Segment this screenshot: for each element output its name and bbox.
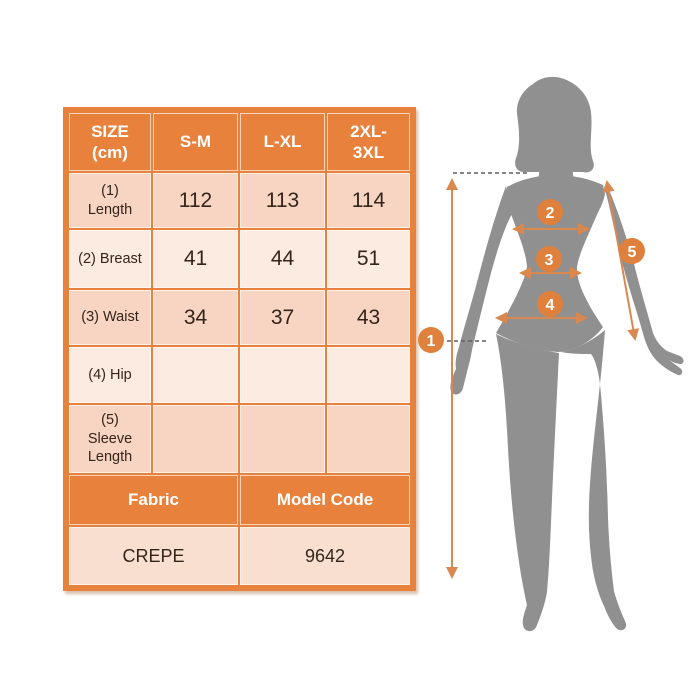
row-hip-value-sm: [153, 347, 238, 403]
badge-5-number: 5: [628, 244, 637, 261]
fabric-header-cell: Fabric: [69, 475, 238, 525]
row-waist-label: (3) Waist: [69, 290, 151, 345]
row-waist-value-lxl: 37: [240, 290, 325, 345]
table-row-hip: (4) Hip: [69, 347, 410, 403]
table-row-breast: (2) Breast 41 44 51: [69, 230, 410, 288]
badge-3-number: 3: [545, 252, 554, 269]
silhouette-left-arm: [450, 186, 513, 395]
silhouette-right-arm: [604, 186, 684, 376]
badge-1-number: 1: [427, 333, 436, 350]
model-code-value-cell: 9642: [240, 527, 410, 585]
badge-3-circle: [536, 246, 562, 272]
row-waist-value-sm: 34: [153, 290, 238, 345]
measurement-badges: 1 2 3 4 5: [418, 199, 645, 353]
header-cell-l-xl: L-XL: [240, 113, 325, 171]
badge-2-circle: [537, 199, 563, 225]
woman-silhouette: [450, 76, 684, 632]
row-length-value-sm: 112: [153, 173, 238, 228]
table-footer-header-row: Fabric Model Code: [69, 475, 410, 525]
sleeve-measure-arrow: [602, 180, 640, 341]
badge-4-number: 4: [546, 297, 555, 314]
header-cell-size: SIZE (cm): [69, 113, 151, 171]
silhouette-head: [515, 76, 594, 173]
row-breast-label: (2) Breast: [69, 230, 151, 288]
row-breast-value-lxl: 44: [240, 230, 325, 288]
row-hip-value-2xl3xl: [327, 347, 410, 403]
header-cell-s-m: S-M: [153, 113, 238, 171]
header-cell-2xl-3xl: 2XL- 3XL: [327, 113, 410, 171]
fabric-value-cell: CREPE: [69, 527, 238, 585]
size-table: SIZE (cm) S-M L-XL 2XL- 3XL (1) Length 1…: [63, 107, 416, 591]
table-row-sleeve-length: (5) Sleeve Length: [69, 405, 410, 473]
row-sleeve-label: (5) Sleeve Length: [69, 405, 151, 473]
badge-2-number: 2: [546, 205, 555, 222]
silhouette-left-leg: [496, 334, 559, 632]
measurement-arrows: [446, 178, 640, 579]
badge-5-circle: [619, 238, 645, 264]
row-waist-value-2xl3xl: 43: [327, 290, 410, 345]
table-header-row: SIZE (cm) S-M L-XL 2XL- 3XL: [69, 113, 410, 171]
row-breast-value-2xl3xl: 51: [327, 230, 410, 288]
table-footer-value-row: CREPE 9642: [69, 527, 410, 585]
model-code-header-cell: Model Code: [240, 475, 410, 525]
row-length-value-2xl3xl: 114: [327, 173, 410, 228]
row-hip-value-lxl: [240, 347, 325, 403]
row-hip-label: (4) Hip: [69, 347, 151, 403]
row-sleeve-value-lxl: [240, 405, 325, 473]
row-sleeve-value-sm: [153, 405, 238, 473]
badge-4-circle: [537, 291, 563, 317]
row-breast-value-sm: 41: [153, 230, 238, 288]
table-row-length: (1) Length 112 113 114: [69, 173, 410, 228]
row-length-value-lxl: 113: [240, 173, 325, 228]
silhouette-right-leg: [561, 330, 627, 631]
row-length-label: (1) Length: [69, 173, 151, 228]
table-row-waist: (3) Waist 34 37 43: [69, 290, 410, 345]
badge-1-circle: [418, 327, 444, 353]
row-sleeve-value-2xl3xl: [327, 405, 410, 473]
